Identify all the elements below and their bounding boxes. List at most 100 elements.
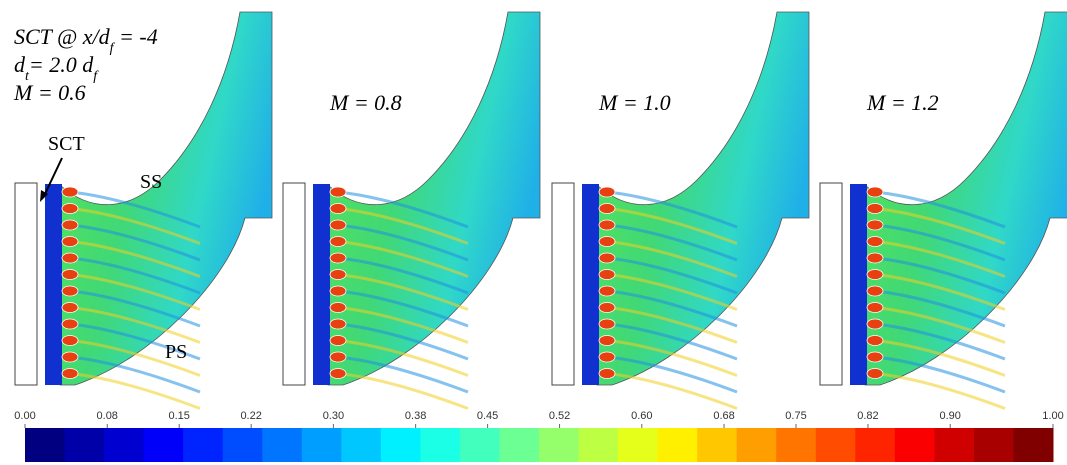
film-hole (329, 236, 347, 247)
streak (606, 306, 738, 344)
film-hole (329, 351, 347, 363)
diameter-label: dt= 2.0 df (14, 52, 99, 84)
film-hole (598, 335, 616, 346)
streak (337, 339, 469, 377)
color-step (855, 428, 896, 462)
tick-label: 0.15 (168, 410, 189, 422)
film-hole (61, 203, 79, 214)
streak (606, 372, 738, 410)
film-hole (598, 252, 616, 264)
slot (850, 184, 867, 385)
color-step (815, 428, 856, 462)
film-hole (598, 368, 616, 379)
film-hole (598, 219, 616, 231)
streak (69, 372, 201, 410)
color-step (64, 428, 105, 462)
film-hole (866, 236, 884, 247)
color-step (380, 428, 421, 462)
streak (337, 240, 469, 278)
film-hole (866, 269, 884, 280)
slot (45, 184, 62, 385)
color-step (183, 428, 224, 462)
film-hole (866, 203, 884, 214)
color-step (578, 428, 619, 462)
film-hole (61, 318, 79, 330)
film-hole (598, 318, 616, 330)
streak (337, 355, 469, 394)
streak (337, 223, 469, 262)
film-hole (329, 335, 347, 346)
color-step (143, 428, 184, 462)
plenum (14, 182, 38, 386)
color-step (618, 428, 659, 462)
ss-label: SS (140, 171, 162, 193)
slot (313, 184, 330, 385)
film-hole (61, 186, 79, 198)
film-hole (61, 351, 79, 363)
tick-label: 0.45 (477, 410, 498, 422)
streak (69, 207, 201, 245)
film-hole (61, 219, 79, 231)
film-hole (598, 203, 616, 214)
film-hole (329, 203, 347, 214)
streak (874, 339, 1006, 377)
color-step (894, 428, 935, 462)
tick-label: 0.52 (549, 410, 570, 422)
color-step (25, 428, 66, 462)
streak (337, 322, 469, 361)
streak (606, 355, 738, 394)
tick-label: 1.00 (1042, 410, 1063, 422)
color-step (104, 428, 145, 462)
film-hole (866, 186, 884, 198)
color-step (499, 428, 540, 462)
film-hole (598, 236, 616, 247)
tick-label: 0.38 (405, 410, 426, 422)
streak (337, 190, 469, 229)
plenum (819, 182, 843, 386)
case-label: SCT @ x/df = -4 (14, 24, 158, 56)
slot (582, 184, 599, 385)
tick-label: 0.90 (939, 410, 960, 422)
film-hole (866, 368, 884, 379)
tick-label: 0.08 (97, 410, 118, 422)
streak (69, 355, 201, 394)
color-step (539, 428, 580, 462)
streak (874, 207, 1006, 245)
film-hole (329, 318, 347, 330)
streak (69, 223, 201, 262)
film-hole (329, 269, 347, 280)
streak (606, 273, 738, 311)
streak (69, 273, 201, 311)
contour-panel: M = 1.0 (551, 11, 810, 410)
color-step (934, 428, 975, 462)
streak (874, 240, 1006, 278)
tick-label: 0.22 (240, 410, 261, 422)
streak (606, 207, 738, 245)
mach-label: M = 0.8 (329, 90, 402, 115)
film-hole (61, 302, 79, 313)
film-hole (866, 335, 884, 346)
film-hole (866, 252, 884, 264)
sct-arrow (43, 157, 63, 197)
streak (69, 240, 201, 278)
tick-label: 0.60 (631, 410, 652, 422)
color-step (341, 428, 382, 462)
film-hole (329, 285, 347, 297)
color-step (973, 428, 1014, 462)
film-hole (866, 351, 884, 363)
streak (874, 256, 1006, 295)
contour-panel: M = 0.6 (13, 11, 273, 410)
streak (337, 256, 469, 295)
color-step (222, 428, 263, 462)
color-step (262, 428, 303, 462)
film-hole (61, 335, 79, 346)
color-step (420, 428, 461, 462)
streak (337, 273, 469, 311)
streak (874, 273, 1006, 311)
tick-label: 0.00 (14, 410, 35, 422)
film-hole (61, 368, 79, 379)
film-hole (61, 252, 79, 264)
color-step (1013, 428, 1054, 462)
tick-label: 0.68 (713, 410, 734, 422)
